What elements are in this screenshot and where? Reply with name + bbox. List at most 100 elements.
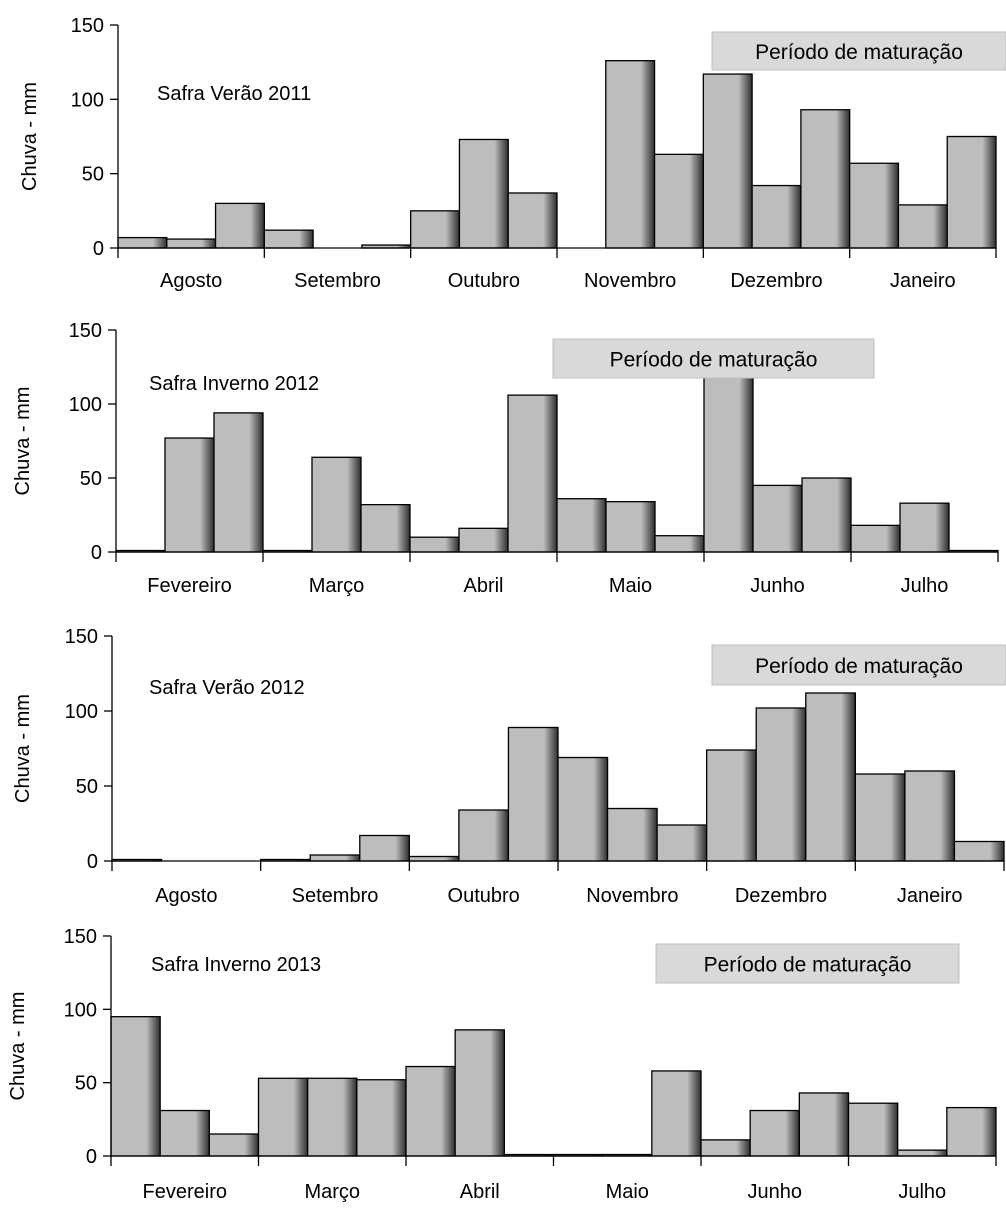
bar (159, 1109, 210, 1157)
y-tick-label: 150 (71, 15, 104, 37)
bar (703, 366, 754, 553)
chart-title: Safra Verão 2012 (149, 677, 305, 699)
bar (458, 527, 509, 553)
annotation-box (552, 338, 875, 379)
x-tick-label: Maio (609, 575, 652, 597)
x-tick-label: Junho (750, 575, 805, 597)
bar (507, 726, 559, 862)
x-tick-label: Junho (748, 1181, 803, 1203)
annotation-box (711, 31, 1006, 71)
x-tick-label: Janeiro (897, 885, 963, 907)
chart-title: Safra Inverno 2012 (149, 373, 319, 395)
bar (946, 1106, 997, 1157)
y-tick-label: 0 (86, 1146, 97, 1168)
x-tick-label: Dezembro (735, 885, 827, 907)
bar (458, 138, 509, 249)
y-tick-label: 100 (64, 999, 97, 1021)
bar (651, 1070, 702, 1157)
bar (899, 502, 950, 553)
y-tick-label: 100 (65, 701, 98, 723)
bar (653, 153, 704, 249)
bar (214, 202, 265, 249)
bar (213, 412, 264, 553)
x-tick-label: Março (304, 1181, 360, 1203)
x-tick-label: Julho (901, 575, 949, 597)
x-tick-label: Julho (898, 1181, 946, 1203)
y-tick-label: 150 (65, 626, 98, 648)
bar (953, 840, 1005, 862)
bar (755, 707, 807, 862)
x-tick-label: Abril (460, 1181, 500, 1203)
bar (656, 824, 708, 862)
bar (356, 1079, 407, 1157)
annotation-label: Período de maturação (704, 954, 912, 977)
bar (410, 210, 461, 249)
y-tick-label: 0 (93, 238, 104, 260)
chart-title: Safra Inverno 2013 (151, 954, 321, 976)
bar (751, 184, 802, 249)
y-tick-label: 50 (82, 164, 104, 186)
chart-panel-2: 0 50 100 150 Fevereiro Março Abril Maio Junho Jul… (12, 320, 999, 597)
x-tick-label: Março (309, 575, 365, 597)
bar (606, 807, 658, 862)
bar (854, 773, 906, 862)
bar (309, 854, 361, 862)
x-tick-label: Setembro (294, 270, 381, 292)
bar (360, 503, 411, 553)
bar (897, 1149, 948, 1157)
y-tick-label: 100 (69, 394, 102, 416)
bar (557, 756, 609, 862)
bar (257, 1077, 309, 1157)
annotation-label: Período de maturação (755, 655, 963, 678)
bar (702, 73, 753, 249)
bar (897, 204, 948, 249)
y-tick-label: 150 (64, 926, 97, 948)
y-tick-label: 100 (71, 89, 104, 111)
y-tick-label: 50 (80, 468, 102, 490)
bar (166, 238, 217, 249)
bar (409, 536, 460, 553)
x-tick-label: Fevereiro (143, 1181, 227, 1203)
bar (904, 770, 956, 862)
x-tick-label: Agosto (160, 270, 222, 292)
x-tick-label: Setembro (292, 885, 379, 907)
x-tick-label: Abril (463, 575, 503, 597)
bar (507, 192, 558, 249)
chart-panel-3: 0 50 100 150 Agosto Setembro Outubro Novembro De… (12, 626, 1006, 907)
bar (208, 1133, 260, 1157)
y-tick-label: 0 (91, 542, 102, 564)
x-tick-label: Novembro (586, 885, 678, 907)
bar (405, 1065, 456, 1157)
bar (408, 855, 460, 862)
y-tick-label: 150 (69, 320, 102, 342)
x-tick-label: Outubro (448, 270, 520, 292)
bar (263, 229, 314, 249)
annotation-box (711, 644, 1006, 686)
bar (556, 498, 607, 553)
bar (850, 524, 901, 553)
x-tick-label: Agosto (155, 885, 217, 907)
bar (110, 1016, 161, 1157)
y-axis-label: Chuva - mm (19, 82, 41, 191)
x-tick-label: Novembro (584, 270, 676, 292)
chart-title: Safra Verão 2011 (157, 83, 311, 105)
chart-panel-1: 0 50 100 150 Agosto Setembro Outubro Novembro De… (19, 15, 1006, 292)
bar (605, 60, 656, 249)
bar (706, 749, 757, 862)
x-tick-label: Fevereiro (147, 575, 231, 597)
y-tick-label: 50 (76, 776, 98, 798)
bar (800, 109, 851, 249)
bar (458, 809, 510, 862)
bar (805, 692, 856, 862)
bar (507, 394, 558, 553)
bar (164, 437, 215, 553)
annotation-label: Período de maturação (610, 349, 818, 372)
bar (654, 535, 705, 553)
y-axis-label: Chuva - mm (12, 694, 34, 803)
bar (801, 477, 852, 553)
x-tick-label: Outubro (448, 885, 520, 907)
bar (700, 1139, 751, 1157)
bar (359, 834, 410, 862)
bar (605, 501, 656, 553)
